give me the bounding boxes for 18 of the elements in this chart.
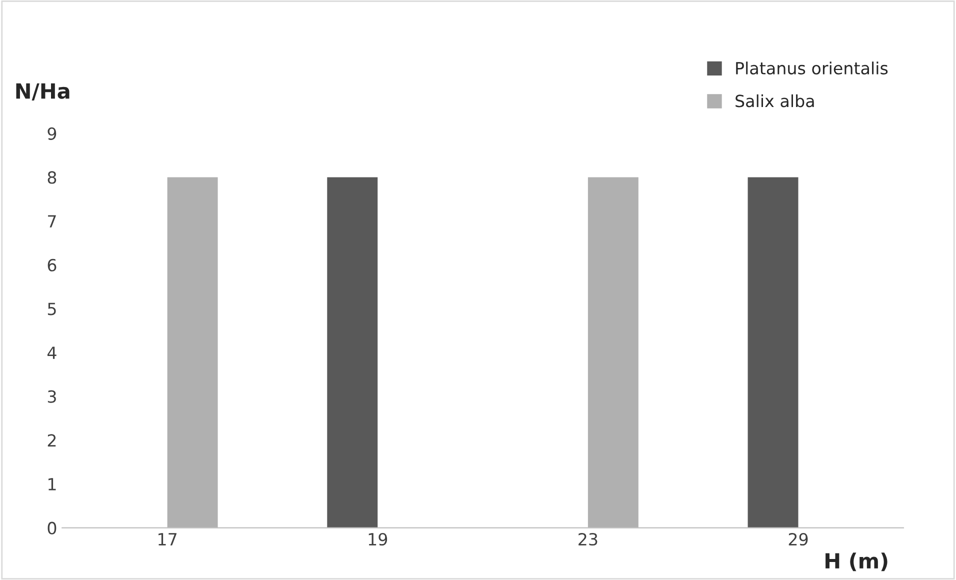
y-tick-label: 3 xyxy=(48,390,56,403)
y-tick-label: 7 xyxy=(48,215,56,228)
y-tick-label: 5 xyxy=(48,302,56,316)
x-tick-label: 29 xyxy=(788,532,808,546)
y-tick-label: 4 xyxy=(47,346,56,359)
legend-label: Platanus orientalis xyxy=(736,62,888,74)
y-tick-label: 9 xyxy=(48,127,56,140)
x-tick-label: 17 xyxy=(158,533,176,546)
y-tick-label: 8 xyxy=(48,171,56,184)
y-tick-label: 2 xyxy=(48,434,56,446)
x-tick-label: 23 xyxy=(578,532,598,546)
y-tick-label: 0 xyxy=(48,522,56,534)
x-tick-label: 19 xyxy=(368,532,388,546)
y-tick-label: 1 xyxy=(48,478,56,490)
x-axis-title: H (m) xyxy=(826,552,888,572)
y-axis-title: N/Ha xyxy=(16,83,70,101)
legend-label: Salix alba xyxy=(736,94,814,108)
y-tick-label: 6 xyxy=(48,258,56,272)
